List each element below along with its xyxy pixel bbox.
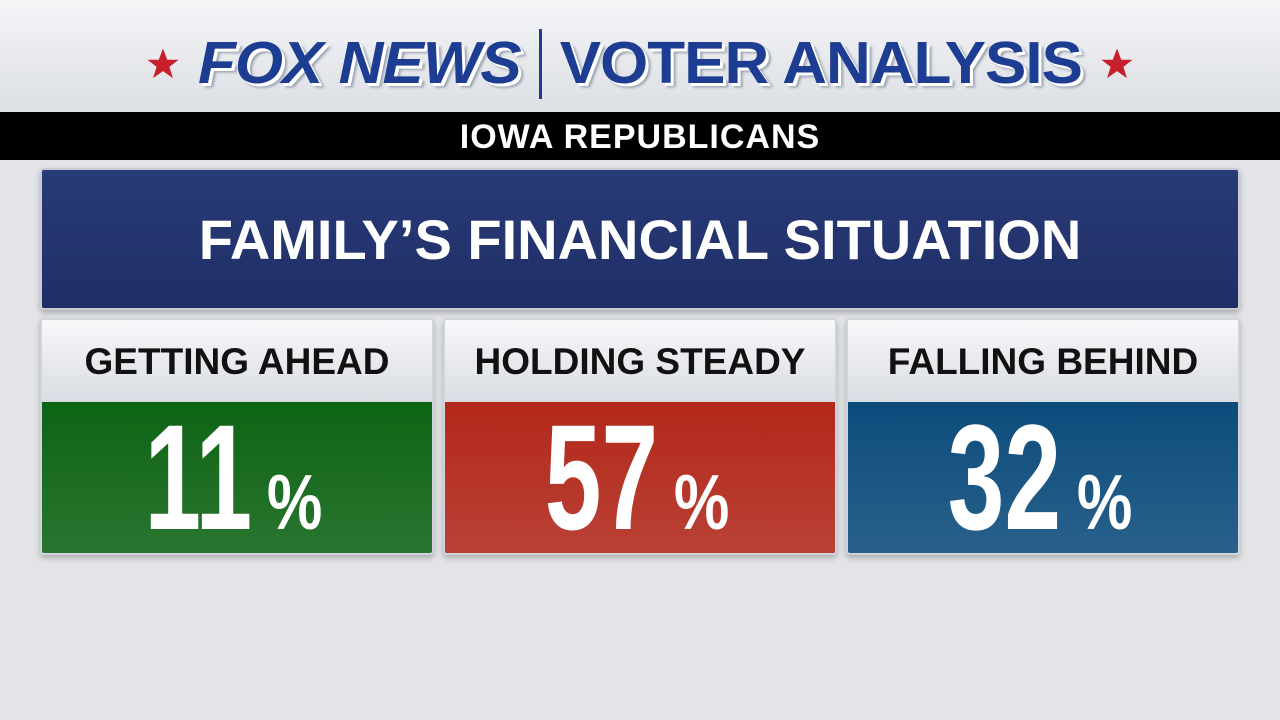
card-value: 57% [445, 402, 835, 553]
subtitle: IOWA REPUBLICANS [0, 112, 1280, 160]
brand: FOX NEWS [198, 30, 522, 97]
star [1101, 47, 1133, 78]
percent-unit: % [1076, 458, 1133, 546]
result-card: HOLDING STEADY 57% [443, 318, 837, 555]
percent-unit: % [673, 458, 730, 546]
result-card: GETTING AHEAD 11% [40, 318, 434, 555]
card-label: GETTING AHEAD [42, 320, 432, 402]
star [147, 47, 179, 78]
percent-number: 32 [947, 393, 1062, 555]
result-card: FALLING BEHIND 32% [846, 318, 1240, 555]
question: FAMILY’S FINANCIAL SITUATION [40, 168, 1240, 310]
percent-unit: % [266, 458, 323, 546]
program: VOTER ANALYSIS [559, 30, 1083, 97]
card-value: 11% [42, 402, 432, 553]
card-label: HOLDING STEADY [445, 320, 835, 402]
card-value: 32% [848, 402, 1238, 553]
logo: FOX NEWS VOTER ANALYSIS [0, 28, 1280, 99]
divider [538, 28, 542, 99]
percent-number: 11 [144, 393, 253, 555]
percent-number: 57 [544, 393, 659, 555]
header: FOX NEWS VOTER ANALYSIS [0, 0, 1280, 112]
card-label: FALLING BEHIND [848, 320, 1238, 402]
